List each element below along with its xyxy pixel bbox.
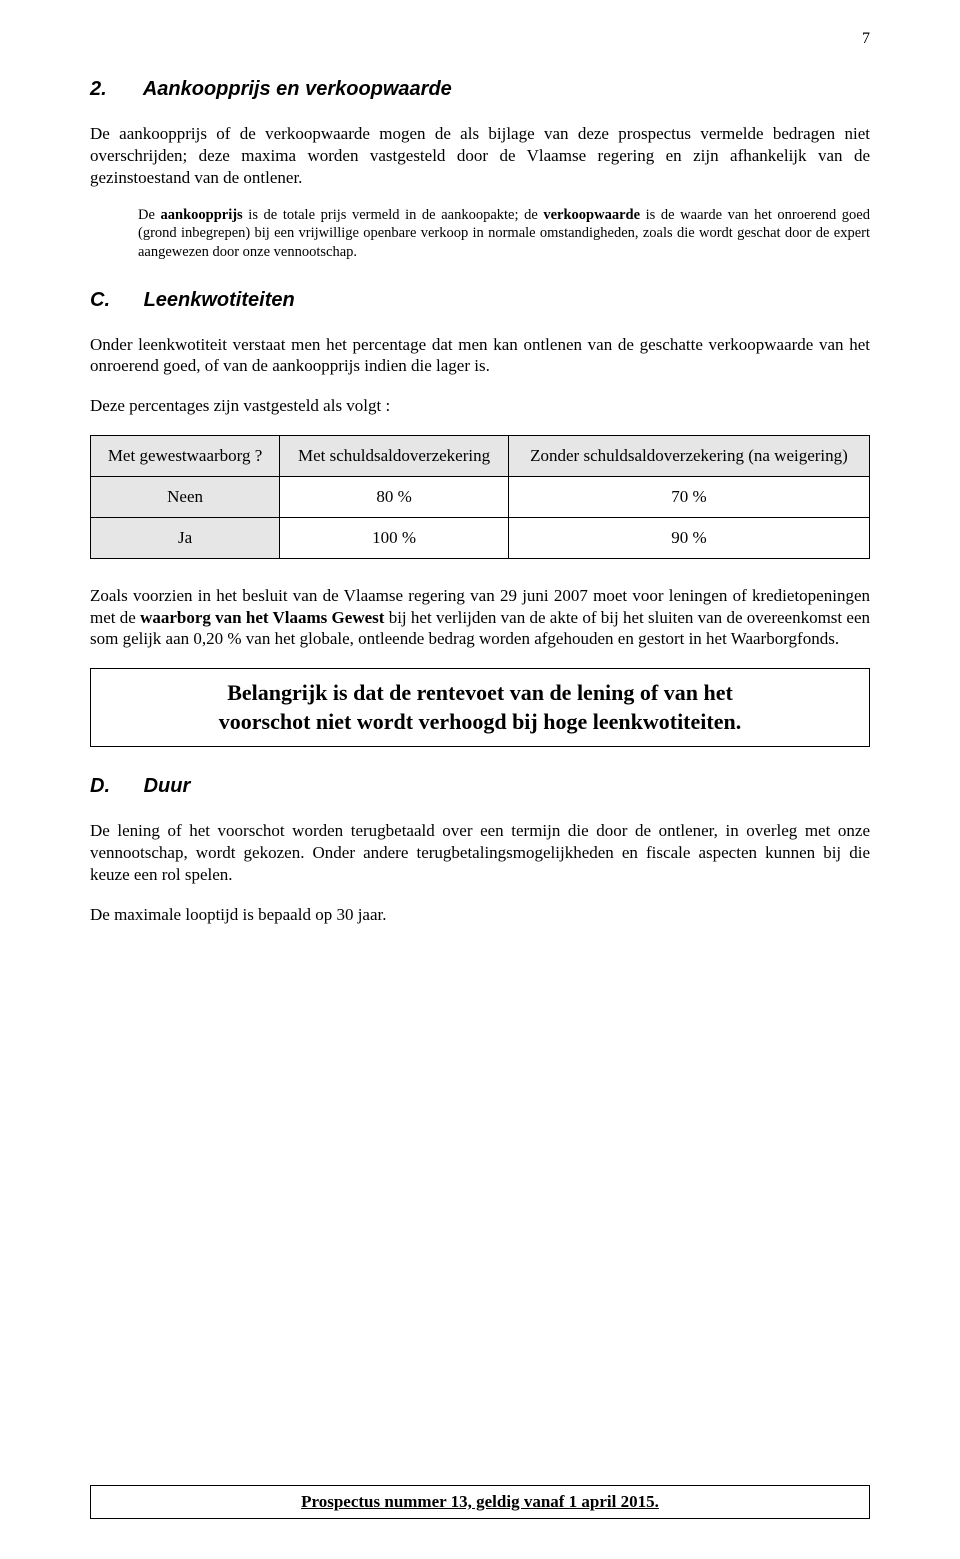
section-2-heading: 2. Aankoopprijs en verkoopwaarde [90,78,870,101]
table-cell: 70 % [508,476,869,517]
table-header-c0: Met gewestwaarborg ? [91,435,280,476]
section-c-letter: C. [90,289,138,312]
section-d-para-1: De lening of het voorschot worden terugb… [90,820,870,885]
section-c-para-3: Zoals voorzien in het besluit van de Vla… [90,585,870,650]
table-header-c1: Met schuldsaldoverzekering [280,435,509,476]
section-c-para-2: Deze percentages zijn vastgesteld als vo… [90,395,870,417]
section-d-title: Duur [144,775,191,797]
table-cell: 90 % [508,517,869,558]
callout-line-2: voorschot niet wordt verhoogd bij hoge l… [219,709,741,734]
table-header-c2: Zonder schuldsaldoverzekering (na weiger… [508,435,869,476]
section-c-para-1: Onder leenkwotiteit verstaat men het per… [90,334,870,378]
page: 7 2. Aankoopprijs en verkoopwaarde De aa… [0,0,960,1559]
table-row-label: Neen [91,476,280,517]
page-number: 7 [862,30,870,48]
section-2-number: 2. [90,78,138,101]
table-row: Neen 80 % 70 % [91,476,870,517]
important-callout: Belangrijk is dat de rentevoet van de le… [90,668,870,747]
percentages-table: Met gewestwaarborg ? Met schuldsaldoverz… [90,435,870,559]
section-2-para-1: De aankoopprijs of de verkoopwaarde moge… [90,123,870,188]
footer-text: Prospectus nummer 13, geldig vanaf 1 apr… [301,1492,659,1511]
section-2-title: Aankoopprijs en verkoopwaarde [143,78,452,100]
table-cell: 80 % [280,476,509,517]
section-c-heading: C. Leenkwotiteiten [90,289,870,312]
section-2-note: De aankoopprijs is de totale prijs verme… [138,206,870,260]
note-text: De aankoopprijs is de totale prijs verme… [138,207,870,259]
section-d-para-2: De maximale looptijd is bepaald op 30 ja… [90,904,870,926]
section-d-heading: D. Duur [90,775,870,798]
section-d-letter: D. [90,775,138,798]
footer-box: Prospectus nummer 13, geldig vanaf 1 apr… [90,1485,870,1519]
table-header-row: Met gewestwaarborg ? Met schuldsaldoverz… [91,435,870,476]
table-row-label: Ja [91,517,280,558]
callout-line-1: Belangrijk is dat de rentevoet van de le… [227,680,733,705]
table-row: Ja 100 % 90 % [91,517,870,558]
table-cell: 100 % [280,517,509,558]
section-c-title: Leenkwotiteiten [144,289,295,311]
